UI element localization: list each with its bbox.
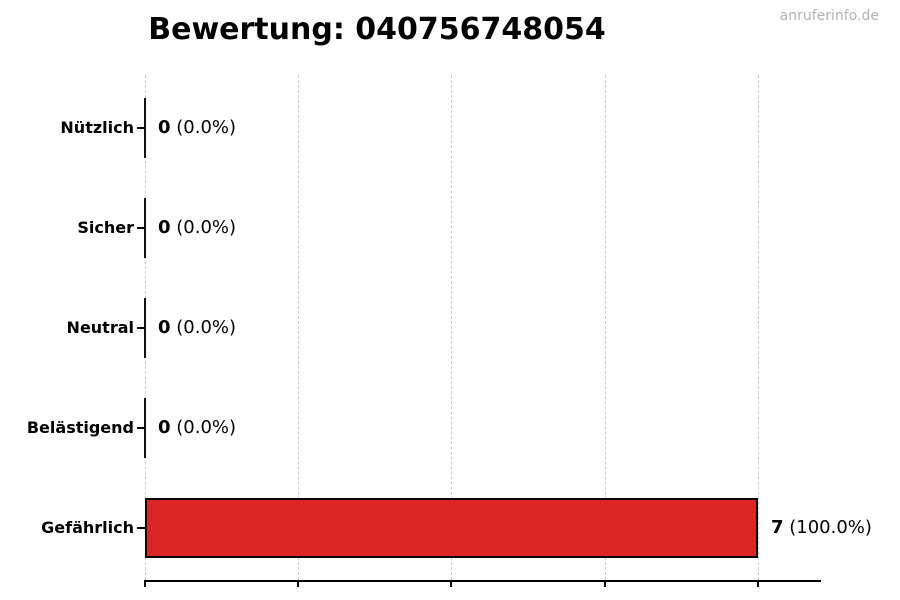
bar-neutral <box>144 298 146 358</box>
value-count: 0 <box>158 217 171 238</box>
bar-belästigend <box>144 398 146 458</box>
value-percent: (0.0%) <box>170 117 237 138</box>
value-label: 0 (0.0%) <box>158 415 236 441</box>
category-label: Belästigend <box>26 418 134 437</box>
x-gridline <box>758 75 759 580</box>
x-axis-tick <box>144 580 146 587</box>
value-count: 0 <box>158 317 171 338</box>
category-label: Neutral <box>66 318 134 337</box>
bar-sicher <box>144 198 146 258</box>
value-percent: (0.0%) <box>170 317 237 338</box>
y-axis-tick <box>137 227 145 229</box>
y-axis-tick <box>137 427 145 429</box>
y-axis-tick <box>137 527 145 529</box>
x-gridline <box>451 75 452 580</box>
value-count: 0 <box>158 417 171 438</box>
y-axis-tick <box>137 127 145 129</box>
x-gridline <box>605 75 606 580</box>
chart-title: Bewertung: 040756748054 <box>148 12 606 47</box>
category-label: Sicher <box>77 218 134 237</box>
category-label: Nützlich <box>60 118 134 137</box>
category-label: Gefährlich <box>41 518 134 537</box>
bar-gefährlich <box>145 498 758 558</box>
x-axis-tick <box>604 580 606 587</box>
value-count: 7 <box>771 517 784 538</box>
value-percent: (100.0%) <box>783 517 872 538</box>
x-gridline <box>298 75 299 580</box>
x-axis-tick <box>757 580 759 587</box>
value-count: 0 <box>158 117 171 138</box>
y-axis-tick <box>137 327 145 329</box>
value-percent: (0.0%) <box>170 217 237 238</box>
bar-nützlich <box>144 98 146 158</box>
value-label: 7 (100.0%) <box>771 515 872 541</box>
value-label: 0 (0.0%) <box>158 315 236 341</box>
value-percent: (0.0%) <box>170 417 237 438</box>
value-label: 0 (0.0%) <box>158 215 236 241</box>
x-axis-tick <box>450 580 452 587</box>
watermark-anruferinfo: anruferinfo.de <box>779 8 879 24</box>
x-axis-tick <box>297 580 299 587</box>
value-label: 0 (0.0%) <box>158 115 236 141</box>
